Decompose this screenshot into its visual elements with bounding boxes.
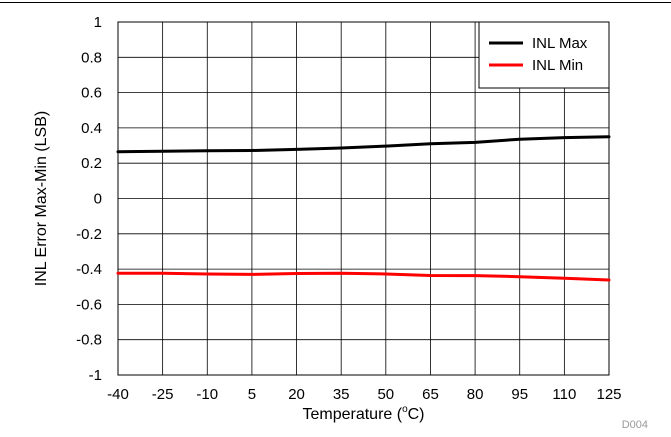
x-tick-label: -10 <box>196 386 218 403</box>
y-tick-label: -0.4 <box>76 261 102 278</box>
legend-box <box>478 21 610 89</box>
x-tick-label: 125 <box>596 386 621 403</box>
y-tick-label: -1 <box>89 367 102 384</box>
y-tick-label: 0.6 <box>81 85 102 102</box>
y-tick-label: -0.6 <box>76 296 102 313</box>
x-tick-label: 65 <box>422 386 439 403</box>
series-line-inl-max <box>116 135 611 154</box>
y-tick-labels: -1 -0.8 -0.6 -0.4 -0.2 0 0.2 0.4 0.6 0.8 1 <box>76 14 102 384</box>
x-tick-label: 110 <box>552 386 576 403</box>
x-tick-label: 20 <box>288 386 305 403</box>
legend: INL Max INL Min <box>478 21 610 89</box>
y-tick-label: 0.2 <box>81 155 102 172</box>
x-tick-label: -40 <box>107 386 129 403</box>
x-tick-label: 5 <box>248 386 256 403</box>
top-rule <box>0 2 671 3</box>
y-axis-title: INL Error Max-Min (LSB) <box>33 111 50 286</box>
series-lines <box>116 135 611 282</box>
y-tick-label: 1 <box>94 14 102 31</box>
y-tick-label: -0.2 <box>76 226 102 243</box>
x-tick-label: -25 <box>152 386 174 403</box>
figure-id-label: D004 <box>622 419 648 431</box>
y-tick-label: 0 <box>94 191 102 208</box>
x-tick-labels: -40 -25 -10 5 20 35 50 65 80 95 110 125 <box>107 386 621 403</box>
plot-frame <box>117 21 610 376</box>
series-line-inl-min <box>116 271 611 282</box>
y-tick-label: 0.8 <box>81 49 102 66</box>
x-tick-label: 80 <box>467 386 484 403</box>
y-tick-label: 0.4 <box>81 120 102 137</box>
x-tick-label: 95 <box>511 386 528 403</box>
legend-label: INL Min <box>532 57 583 74</box>
x-axis-title: Temperature (oC) <box>302 404 424 423</box>
x-tick-label: 50 <box>377 386 394 403</box>
x-tick-label: 35 <box>333 386 350 403</box>
y-tick-label: -0.8 <box>76 332 102 349</box>
legend-label: INL Max <box>532 35 588 52</box>
